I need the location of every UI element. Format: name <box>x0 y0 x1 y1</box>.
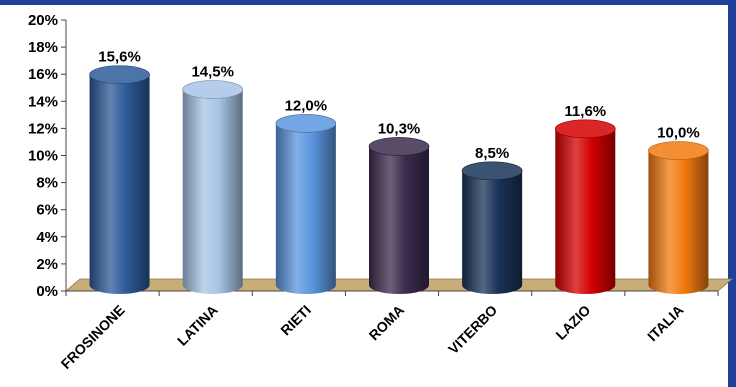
top-frame-bar <box>0 0 736 5</box>
data-label: 15,6% <box>98 49 141 66</box>
y-tick-label: 14% <box>28 93 58 110</box>
y-tick-label: 2% <box>36 256 58 273</box>
bar-rieti <box>275 123 336 294</box>
data-label: 8,5% <box>475 145 509 162</box>
bar-lazio <box>555 128 616 294</box>
y-tick-label: 0% <box>36 283 58 300</box>
category-label: FROSINONE <box>58 302 128 372</box>
right-frame-bar <box>728 0 736 387</box>
bar-frosinone <box>89 74 150 294</box>
category-label: VITERBO <box>445 302 500 357</box>
category-label: LAZIO <box>552 302 593 343</box>
y-tick-label: 4% <box>36 229 58 246</box>
category-label: RIETI <box>277 302 314 339</box>
bar-top-rieti <box>275 114 337 133</box>
bar-top-roma <box>368 137 430 156</box>
y-tick-label: 6% <box>36 202 58 219</box>
bar-top-lazio <box>554 119 616 139</box>
y-tick-label: 20% <box>28 12 58 29</box>
y-tick-label: 8% <box>36 175 58 192</box>
category-label: ITALIA <box>644 302 686 344</box>
y-tick-label: 12% <box>28 120 58 137</box>
data-label: 10,0% <box>657 125 700 142</box>
bar-italia <box>648 150 709 294</box>
category-label: ROMA <box>366 302 408 344</box>
data-label: 11,6% <box>564 103 606 120</box>
y-tick-label: 10% <box>28 148 58 165</box>
y-tick-label: 18% <box>28 39 58 56</box>
bar-roma <box>369 146 429 294</box>
bar-top-latina <box>182 80 244 99</box>
y-tick-label: 16% <box>28 66 58 83</box>
bar-latina <box>182 89 243 294</box>
bar-top-italia <box>648 141 709 160</box>
category-label: LATINA <box>174 302 221 349</box>
data-label: 14,5% <box>191 64 234 81</box>
bar-top-viterbo <box>461 161 523 181</box>
bar-viterbo <box>462 170 523 295</box>
data-label: 12,0% <box>285 97 328 114</box>
data-label: 10,3% <box>378 120 421 137</box>
bar-top-frosinone <box>89 65 150 84</box>
